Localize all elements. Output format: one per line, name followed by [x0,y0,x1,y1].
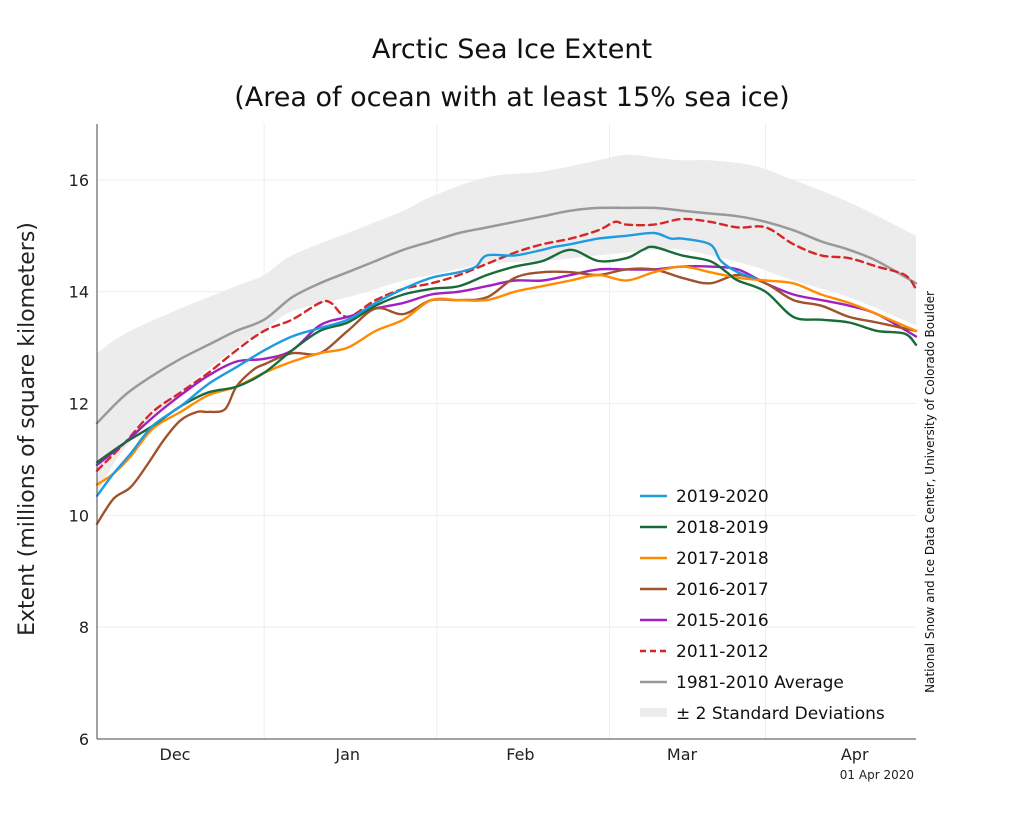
y-tick-label: 10 [69,506,89,525]
y-tick-label: 8 [79,618,89,637]
y-tick-label: 6 [79,730,89,749]
date-stamp: 01 Apr 2020 [840,768,914,782]
legend-label: 2016-2017 [676,580,769,600]
x-tick-label: Mar [667,745,698,764]
legend: 2019-2020 2018-2019 2017-2018 2016-2017 2015… [640,487,885,724]
series-line-1981-2010-average [95,206,918,425]
std-band-area [97,154,916,493]
legend-label: 2018-2019 [676,518,769,538]
y-axis-label: Extent (millions of square kilometers) [15,222,40,636]
legend-label: 1981-2010 Average [676,673,844,693]
legend-label: 2015-2016 [676,611,769,631]
std-band [97,154,916,493]
series-line-2011-2012 [95,217,918,472]
series-line-2019-2020 [95,231,756,497]
x-tick-label: Jan [334,745,360,764]
legend-label: ± 2 Standard Deviations [676,704,885,724]
x-tick-label: Dec [160,745,191,764]
x-tick-label: Feb [506,745,534,764]
chart-title: Arctic Sea Ice Extent [372,34,652,65]
legend-label: 2017-2018 [676,549,769,569]
axes: 6 8 10 12 14 16 Dec Jan Feb Mar Apr [69,124,916,764]
series-line-2018-2019 [95,245,918,464]
y-tick-label: 12 [69,395,89,414]
y-tick-label: 16 [69,171,89,190]
credit-text: National Snow and Ice Data Center, Unive… [923,291,937,693]
series-lines [95,206,918,525]
y-tick-label: 14 [69,283,89,302]
chart-subtitle: (Area of ocean with at least 15% sea ice… [234,82,789,113]
series-line-2017-2018 [95,265,918,486]
legend-label: 2011-2012 [676,642,769,662]
legend-label: 2019-2020 [676,487,769,507]
x-tick-label: Apr [841,745,869,764]
legend-swatch [640,708,667,717]
